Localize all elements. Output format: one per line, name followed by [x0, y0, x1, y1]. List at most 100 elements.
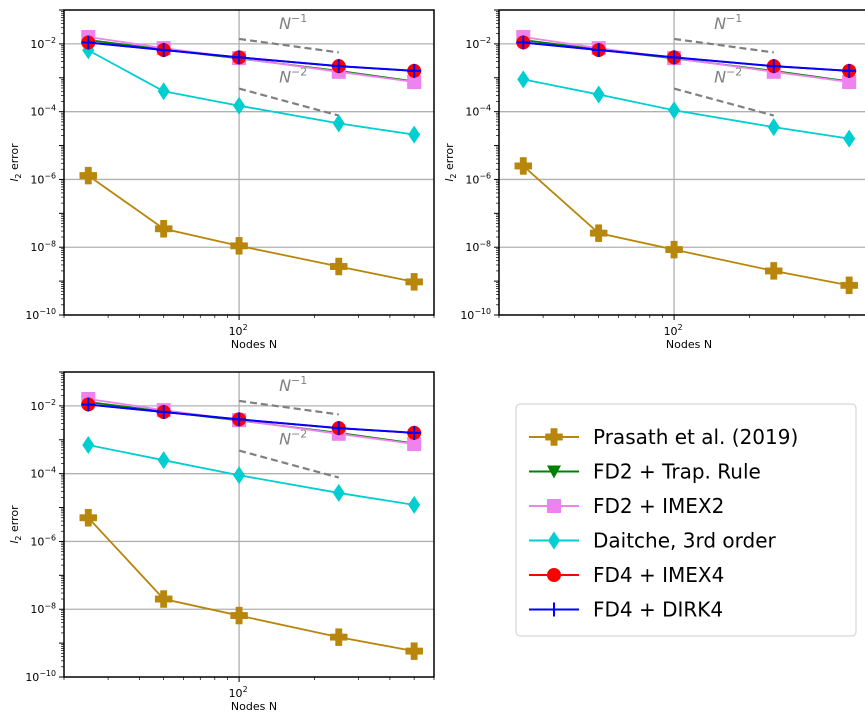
slope-guide — [673, 37, 774, 54]
data-point — [230, 237, 248, 255]
data-point — [840, 276, 858, 295]
data-point — [516, 35, 531, 50]
data-point — [407, 425, 422, 440]
legend-box — [515, 403, 857, 637]
legend-entry: Daitche, 3rd order — [529, 529, 777, 553]
slope-label: N−1 — [714, 12, 742, 33]
data-point — [591, 43, 606, 58]
data-point — [157, 82, 170, 101]
y-tick-label: 10−2 — [30, 398, 56, 413]
y-tick-label: 10−8 — [30, 239, 56, 254]
data-point — [332, 483, 345, 502]
y-tick-label: 10−4 — [30, 104, 56, 119]
y-tick-label: 10−6 — [465, 171, 491, 186]
legend-label: FD2 + IMEX2 — [593, 494, 724, 518]
data-point — [154, 220, 173, 238]
data-point — [408, 495, 421, 514]
data-point — [157, 451, 170, 470]
slope-label: N−2 — [279, 66, 307, 87]
y-tick-label: 10−2 — [465, 36, 491, 51]
slope-guide — [238, 399, 339, 416]
series-line — [87, 517, 415, 653]
slope-guide — [238, 37, 339, 54]
data-point — [330, 257, 348, 276]
legend-entry: Prasath et al. (2019) — [529, 425, 798, 449]
y-tick-label: 10−8 — [30, 601, 56, 616]
legend-label: Prasath et al. (2019) — [593, 425, 798, 449]
legend-label: FD4 + DIRK4 — [593, 598, 723, 622]
data-point — [154, 590, 173, 608]
y-tick-label: 10−6 — [30, 171, 56, 186]
data-point — [156, 405, 171, 420]
data-point — [767, 118, 780, 137]
slope-guide — [238, 87, 340, 117]
data-point — [232, 412, 247, 427]
data-point — [408, 125, 421, 144]
series-line — [88, 41, 415, 72]
y-axis-label: l2 error — [443, 143, 458, 182]
data-point — [233, 466, 246, 485]
data-point — [407, 437, 422, 452]
series-line — [87, 174, 415, 283]
slope-label: N−1 — [279, 374, 307, 395]
y-tick-label: 10−6 — [30, 533, 56, 548]
data-point — [233, 96, 246, 115]
plot-area: N−1 N−2 — [514, 12, 858, 295]
x-tick-label: 102 — [229, 685, 248, 700]
data-point — [81, 35, 96, 50]
data-point — [82, 436, 95, 455]
data-point — [842, 63, 857, 78]
x-axis-label: Nodes N — [231, 338, 277, 351]
data-point — [79, 509, 98, 527]
data-point — [156, 43, 171, 58]
series-line — [523, 78, 850, 140]
legend-entry: FD4 + DIRK4 — [529, 598, 723, 622]
data-point — [765, 262, 783, 280]
data-point — [665, 240, 683, 259]
data-point — [331, 59, 346, 74]
data-point — [331, 421, 346, 436]
x-axis-label: Nodes N — [231, 700, 277, 713]
y-tick-label: 10−4 — [465, 104, 491, 119]
legend-entry: FD2 + IMEX2 — [529, 494, 724, 518]
slope-label: N−1 — [279, 12, 307, 33]
y-tick-label: 10−2 — [30, 36, 56, 51]
plot-area: N−1 N−2 — [79, 374, 423, 660]
data-point — [766, 59, 781, 74]
legend-marker — [547, 465, 561, 479]
series-line — [88, 403, 415, 434]
y-tick-label: 10−10 — [460, 307, 491, 322]
data-point — [407, 63, 422, 78]
slope-guide — [238, 449, 340, 479]
legend-label: Daitche, 3rd order — [593, 529, 777, 553]
legend-marker — [547, 568, 561, 582]
axes-frame — [63, 371, 435, 678]
data-point — [81, 397, 96, 412]
legend-entry: FD2 + Trap. Rule — [529, 460, 761, 484]
legend-marker — [547, 499, 561, 513]
slope-guide — [673, 87, 775, 117]
legend-label: FD4 + IMEX4 — [593, 563, 724, 587]
y-tick-label: 10−4 — [30, 466, 56, 481]
legend-marker — [547, 602, 561, 617]
legend: Prasath et al. (2019) FD2 + Trap. Rule FD2… — [515, 403, 857, 637]
data-point — [232, 50, 247, 65]
plot-area: N−1 N−2 — [79, 12, 423, 291]
y-tick-label: 10−10 — [25, 669, 56, 684]
data-point — [230, 606, 248, 625]
slope-label: N−2 — [714, 66, 742, 87]
data-point — [79, 166, 98, 185]
data-point — [668, 101, 681, 120]
data-point — [332, 114, 345, 133]
x-axis-label: Nodes N — [666, 338, 712, 351]
data-point — [842, 75, 857, 90]
axes-frame — [498, 9, 865, 316]
data-point — [667, 50, 682, 65]
legend-marker — [545, 428, 563, 446]
series-line — [522, 165, 850, 287]
axes-frame — [63, 9, 435, 316]
data-point — [405, 273, 423, 291]
